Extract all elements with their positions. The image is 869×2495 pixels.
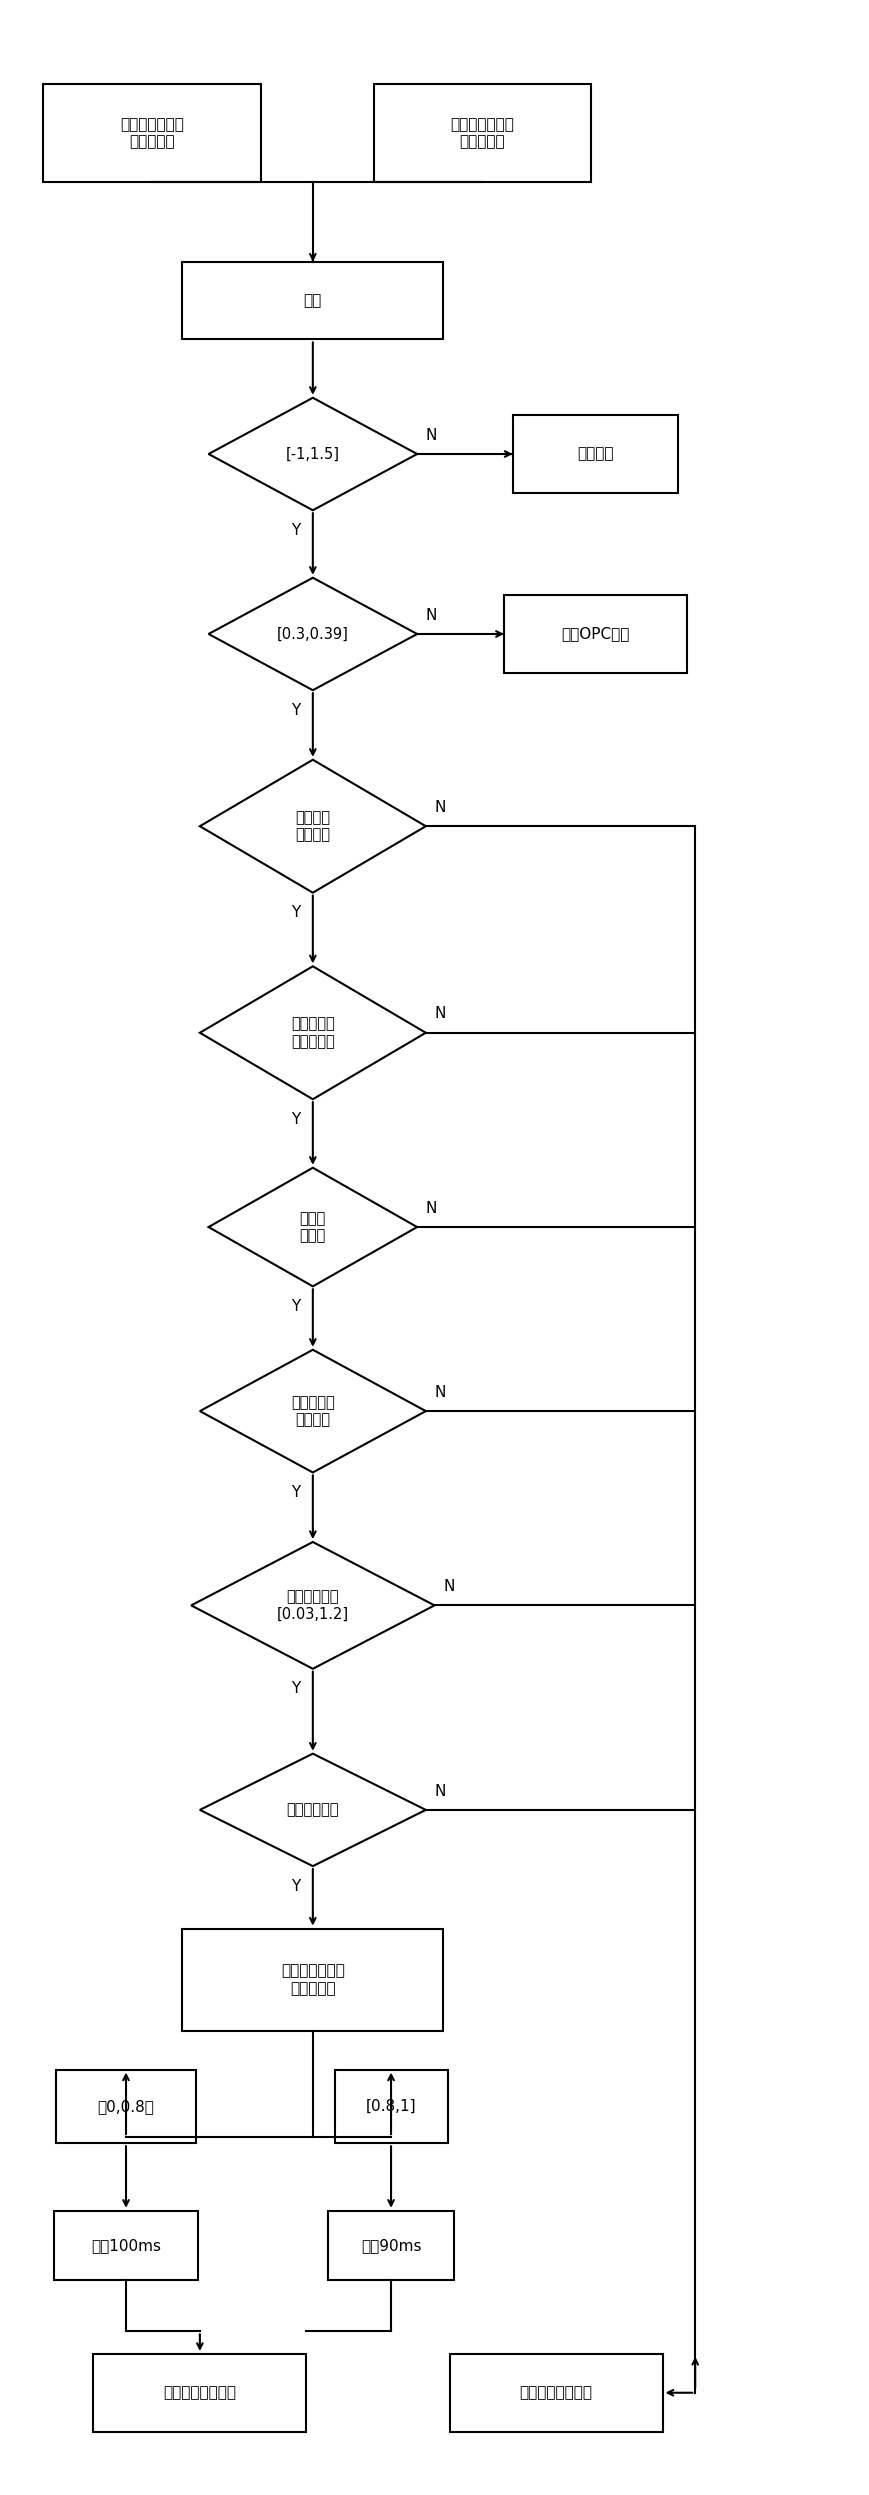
Polygon shape bbox=[200, 1754, 426, 1866]
Text: 延时90ms: 延时90ms bbox=[361, 2238, 421, 2253]
FancyBboxPatch shape bbox=[513, 414, 678, 494]
FancyBboxPatch shape bbox=[182, 1929, 443, 2031]
Polygon shape bbox=[200, 1350, 426, 1472]
FancyBboxPatch shape bbox=[374, 85, 591, 182]
Text: 中压缸排汽压力
（标幺值）: 中压缸排汽压力 （标幺值） bbox=[450, 117, 514, 150]
Text: Y: Y bbox=[291, 1485, 301, 1499]
Text: 三相短路故障: 三相短路故障 bbox=[287, 1801, 339, 1816]
Text: [0.3,0.39]: [0.3,0.39] bbox=[277, 626, 348, 641]
FancyBboxPatch shape bbox=[328, 2211, 454, 2280]
Polygon shape bbox=[209, 1168, 417, 1287]
Text: N: N bbox=[443, 1579, 454, 1594]
Text: Y: Y bbox=[291, 1113, 301, 1128]
Text: [0.8,1]: [0.8,1] bbox=[366, 2098, 416, 2113]
Polygon shape bbox=[191, 1542, 434, 1669]
Text: N: N bbox=[434, 1005, 446, 1020]
Text: Y: Y bbox=[291, 704, 301, 719]
Text: N: N bbox=[426, 609, 437, 624]
Polygon shape bbox=[209, 579, 417, 691]
Text: N: N bbox=[434, 801, 446, 816]
FancyBboxPatch shape bbox=[182, 262, 443, 339]
Text: 发电机有功功率
（标幺值）: 发电机有功功率 （标幺值） bbox=[281, 1964, 345, 1996]
FancyBboxPatch shape bbox=[504, 596, 687, 674]
FancyBboxPatch shape bbox=[54, 2211, 197, 2280]
Text: Y: Y bbox=[291, 1879, 301, 1894]
Text: 系统报错: 系统报错 bbox=[577, 447, 614, 462]
FancyBboxPatch shape bbox=[335, 2071, 448, 2143]
Text: 闭锁快关调门功能: 闭锁快关调门功能 bbox=[520, 2385, 593, 2400]
Text: Y: Y bbox=[291, 524, 301, 539]
Polygon shape bbox=[200, 761, 426, 893]
Text: （0,0.8）: （0,0.8） bbox=[97, 2098, 155, 2113]
FancyBboxPatch shape bbox=[94, 2353, 307, 2433]
Text: 发电机有功功率
（标幺值）: 发电机有功功率 （标幺值） bbox=[120, 117, 184, 150]
Text: Y: Y bbox=[291, 1300, 301, 1315]
Text: 触发快关调门指令: 触发快关调门指令 bbox=[163, 2385, 236, 2400]
Text: N: N bbox=[426, 427, 437, 442]
Text: Y: Y bbox=[291, 1682, 301, 1697]
Polygon shape bbox=[209, 397, 417, 511]
Polygon shape bbox=[200, 966, 426, 1100]
Text: 中压排汽压力
[0.03,1.2]: 中压排汽压力 [0.03,1.2] bbox=[277, 1589, 348, 1622]
Text: 触发OPC指令: 触发OPC指令 bbox=[561, 626, 629, 641]
Text: 求差: 求差 bbox=[303, 292, 322, 307]
Text: [-1,1.5]: [-1,1.5] bbox=[286, 447, 340, 462]
Text: N: N bbox=[426, 1200, 437, 1215]
FancyBboxPatch shape bbox=[43, 85, 261, 182]
FancyBboxPatch shape bbox=[450, 2353, 663, 2433]
Text: 调门快关未
手动切除: 调门快关未 手动切除 bbox=[291, 1395, 335, 1427]
Text: N: N bbox=[434, 1385, 446, 1400]
Text: N: N bbox=[434, 1784, 446, 1799]
Text: 延时100ms: 延时100ms bbox=[91, 2238, 161, 2253]
Text: 中排压力信
号质量良好: 中排压力信 号质量良好 bbox=[291, 1015, 335, 1048]
Text: 汽轮机
未跳闸: 汽轮机 未跳闸 bbox=[300, 1210, 326, 1243]
Text: 功率信号
质量良好: 功率信号 质量良好 bbox=[295, 811, 330, 843]
FancyBboxPatch shape bbox=[56, 2071, 196, 2143]
Text: Y: Y bbox=[291, 906, 301, 921]
